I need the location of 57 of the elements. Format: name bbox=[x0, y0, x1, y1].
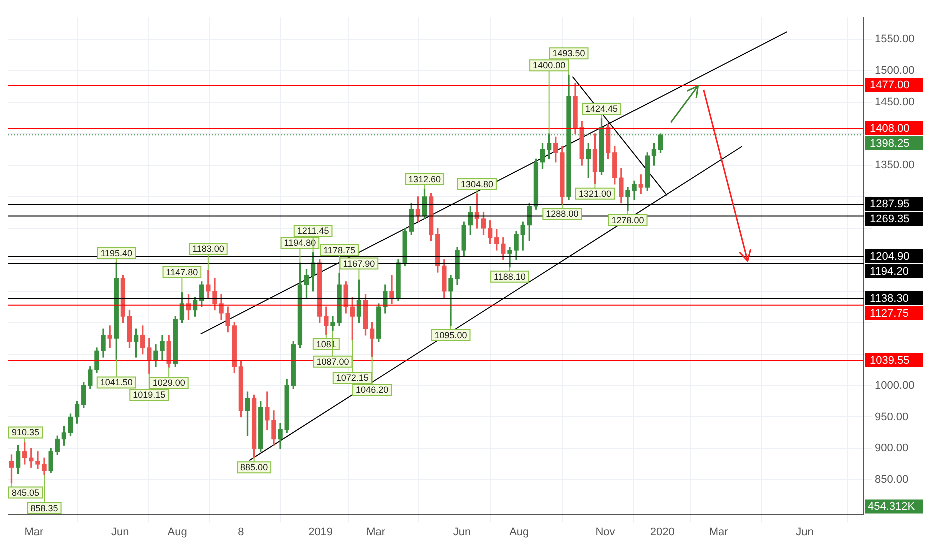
annotation: 1195.40 bbox=[100, 248, 133, 258]
annotation: 1211.45 bbox=[297, 226, 330, 236]
x-tick-label: 2020 bbox=[650, 526, 675, 538]
ref-line-label: 1269.35 bbox=[870, 214, 910, 226]
y-tick-label: 900.00 bbox=[875, 442, 909, 455]
annotation: 885.00 bbox=[240, 462, 268, 473]
y-tick-label: 850.00 bbox=[875, 474, 909, 486]
x-tick-label: Jun bbox=[112, 526, 130, 538]
ref-line-label: 1204.90 bbox=[870, 250, 910, 263]
y-tick-label: 1350.00 bbox=[875, 160, 915, 172]
x-tick-label: Mar bbox=[709, 526, 729, 538]
annotation: 1183.00 bbox=[192, 244, 224, 254]
ref-line-label: 1138.30 bbox=[870, 292, 909, 305]
annotation: 1178.75 bbox=[324, 245, 356, 256]
x-tick-label: Jun bbox=[796, 526, 814, 538]
ref-line-label: 1477.00 bbox=[870, 80, 910, 92]
annotation: 1095.00 bbox=[434, 330, 468, 340]
annotation: 1147.80 bbox=[166, 267, 198, 278]
annotation: 1312.60 bbox=[408, 174, 442, 185]
annotation: 1278.00 bbox=[612, 215, 644, 226]
ref-line-label: 1408.00 bbox=[870, 123, 910, 136]
annotation: 1046.20 bbox=[356, 385, 389, 396]
ref-line-label: 1287.95 bbox=[870, 198, 910, 211]
annotation: 1400.00 bbox=[533, 60, 566, 71]
x-tick-label: Mar bbox=[366, 526, 386, 538]
x-tick-label: 8 bbox=[238, 526, 244, 538]
annotation: 845.05 bbox=[12, 488, 40, 498]
annotation: 1493.50 bbox=[552, 48, 586, 59]
y-tick-label: 1000.00 bbox=[875, 380, 915, 392]
ref-line-label: 1039.55 bbox=[870, 354, 910, 367]
x-tick-label: Mar bbox=[24, 526, 44, 538]
annotation: 1041.50 bbox=[100, 378, 133, 388]
y-tick-label: 1500.00 bbox=[875, 65, 915, 78]
y-tick-label: 1450.00 bbox=[875, 96, 915, 109]
annotation: 910.35 bbox=[12, 428, 40, 438]
annotation: 1321.00 bbox=[578, 188, 612, 199]
annotation: 1087.00 bbox=[316, 356, 350, 367]
text: 454.312K bbox=[868, 500, 916, 513]
annotation: 1167.90 bbox=[343, 258, 376, 269]
annotation: 1029.00 bbox=[152, 378, 186, 388]
annotation: 858.35 bbox=[30, 503, 58, 514]
ref-line-label: 1127.75 bbox=[870, 308, 909, 320]
annotation: 1304.80 bbox=[460, 179, 494, 190]
x-tick-label: Jun bbox=[453, 526, 472, 538]
annotation: 1072.15 bbox=[336, 373, 369, 384]
annotation: 1188.10 bbox=[494, 272, 526, 282]
x-tick-label: Nov bbox=[596, 526, 616, 538]
x-tick-label: 2019 bbox=[308, 526, 334, 538]
x-tick-label: Aug bbox=[168, 526, 188, 538]
annotation: 1288.00 bbox=[546, 209, 579, 220]
annotation: 1424.45 bbox=[585, 104, 618, 114]
annotation: 1019.15 bbox=[133, 390, 166, 400]
y-tick-label: 950.00 bbox=[875, 411, 909, 424]
ref-line-label: 1398.25 bbox=[870, 138, 910, 150]
y-tick-label: 1550.00 bbox=[875, 34, 915, 46]
x-tick-label: Aug bbox=[510, 526, 530, 538]
ref-line-label: 1194.20 bbox=[870, 266, 909, 278]
